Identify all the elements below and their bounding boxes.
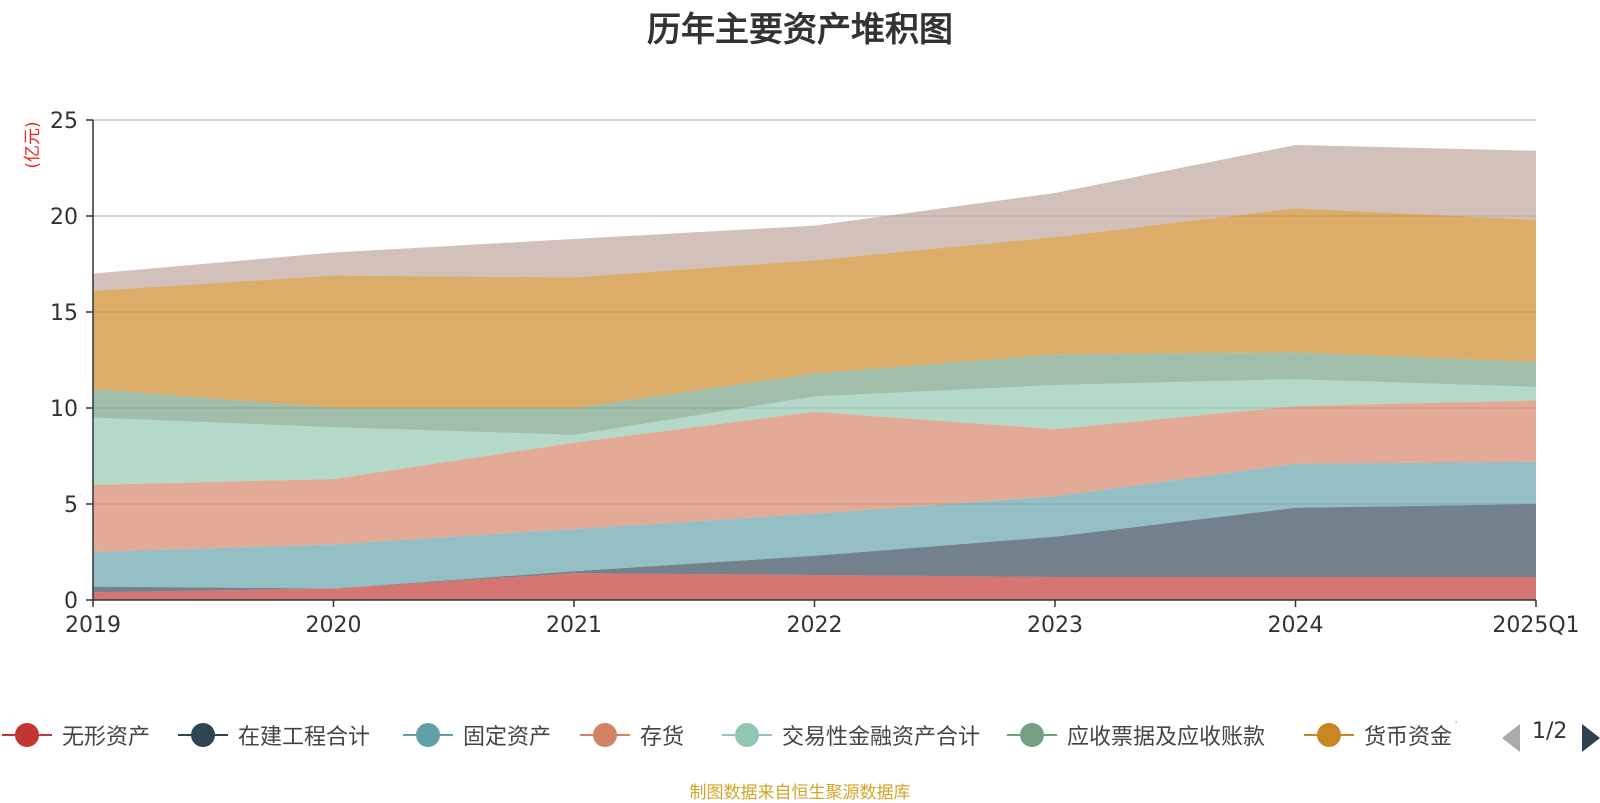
y-tick-label: 15 — [50, 301, 78, 326]
legend-item[interactable]: 无形资产 — [2, 715, 150, 755]
area-series-4 — [93, 400, 1536, 552]
chart-title: 历年主要资产堆积图 — [647, 10, 953, 50]
legend-label: 应收票据及应收账款 — [1067, 725, 1266, 750]
legend-marker-icon — [403, 723, 453, 747]
legend-marker-icon — [1007, 723, 1057, 747]
triangle-right-icon[interactable] — [1582, 724, 1600, 752]
legend-marker-icon — [2, 723, 52, 747]
area-series-8 — [93, 145, 1536, 291]
x-tick-label: 2021 — [546, 613, 602, 638]
y-tick-label: 20 — [50, 205, 78, 230]
source-note: 制图数据来自恒生聚源数据库 — [689, 783, 911, 803]
legend-item[interactable]: 存货 — [580, 715, 684, 755]
x-tick-label: 2025Q1 — [1492, 613, 1579, 638]
legend-page-indicator: 1/2 — [1532, 719, 1568, 744]
legend: 无形资产 在建工程合计 固定资产 存货 交易性金融资产合计 应收票据及应收账款 货币资金 · 1… — [0, 715, 1600, 755]
legend-marker-icon — [1304, 723, 1354, 747]
x-tick-label: 2020 — [306, 613, 362, 638]
legend-item[interactable]: 货币资金 — [1304, 715, 1452, 755]
x-tick-label: 2023 — [1027, 613, 1083, 638]
legend-item[interactable]: 应收票据及应收账款 — [1007, 715, 1265, 755]
area-series-1 — [93, 573, 1536, 600]
legend-label: 交易性金融资产合计 — [782, 725, 981, 750]
y-tick-label: 5 — [64, 493, 78, 518]
legend-item[interactable]: 在建工程合计 — [178, 715, 370, 755]
legend-label: 存货 — [640, 725, 685, 750]
area-series-6 — [93, 352, 1536, 435]
x-tick-label: 2022 — [787, 613, 843, 638]
legend-marker-icon — [580, 723, 630, 747]
legend-marker-icon — [178, 723, 228, 747]
area-series-5 — [93, 379, 1536, 485]
legend-label: 无形资产 — [62, 725, 151, 750]
legend-overflow-marker: · — [1454, 715, 1459, 731]
x-tick-label: 2024 — [1268, 613, 1324, 638]
area-series-3 — [93, 461, 1536, 589]
legend-item[interactable]: 固定资产 — [403, 715, 551, 755]
y-tick-label: 0 — [64, 589, 78, 614]
axes: 0 5 10 15 20 25 2019 2020 2021 2022 2023 2024 2025Q1 — [50, 109, 1580, 638]
y-tick-label: 10 — [50, 397, 78, 422]
legend-item[interactable]: 交易性金融资产合计 — [722, 715, 980, 755]
x-tick-label: 2019 — [65, 613, 121, 638]
area-layer — [93, 145, 1536, 600]
legend-label: 货币资金 — [1364, 725, 1453, 750]
triangle-left-icon[interactable] — [1502, 724, 1520, 752]
legend-marker-icon — [722, 723, 772, 747]
legend-label: 在建工程合计 — [238, 725, 371, 750]
stacked-area-chart: 0 5 10 15 20 25 2019 2020 2021 2022 2023 2024 2025Q1… — [23, 109, 1580, 638]
legend-label: 固定资产 — [463, 725, 552, 750]
y-tick-label: 25 — [50, 109, 78, 134]
y-axis-unit: (亿元) — [23, 121, 43, 168]
area-series-2 — [93, 504, 1536, 593]
area-series-7 — [93, 208, 1536, 408]
